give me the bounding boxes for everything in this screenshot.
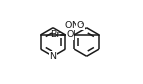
Text: Br: Br: [50, 30, 61, 39]
Text: O: O: [64, 21, 72, 30]
Text: -: -: [81, 20, 83, 27]
Text: N: N: [71, 21, 78, 30]
Text: O: O: [77, 21, 84, 30]
Text: +: +: [73, 20, 79, 27]
Text: N: N: [49, 52, 56, 61]
Text: O: O: [66, 30, 74, 39]
